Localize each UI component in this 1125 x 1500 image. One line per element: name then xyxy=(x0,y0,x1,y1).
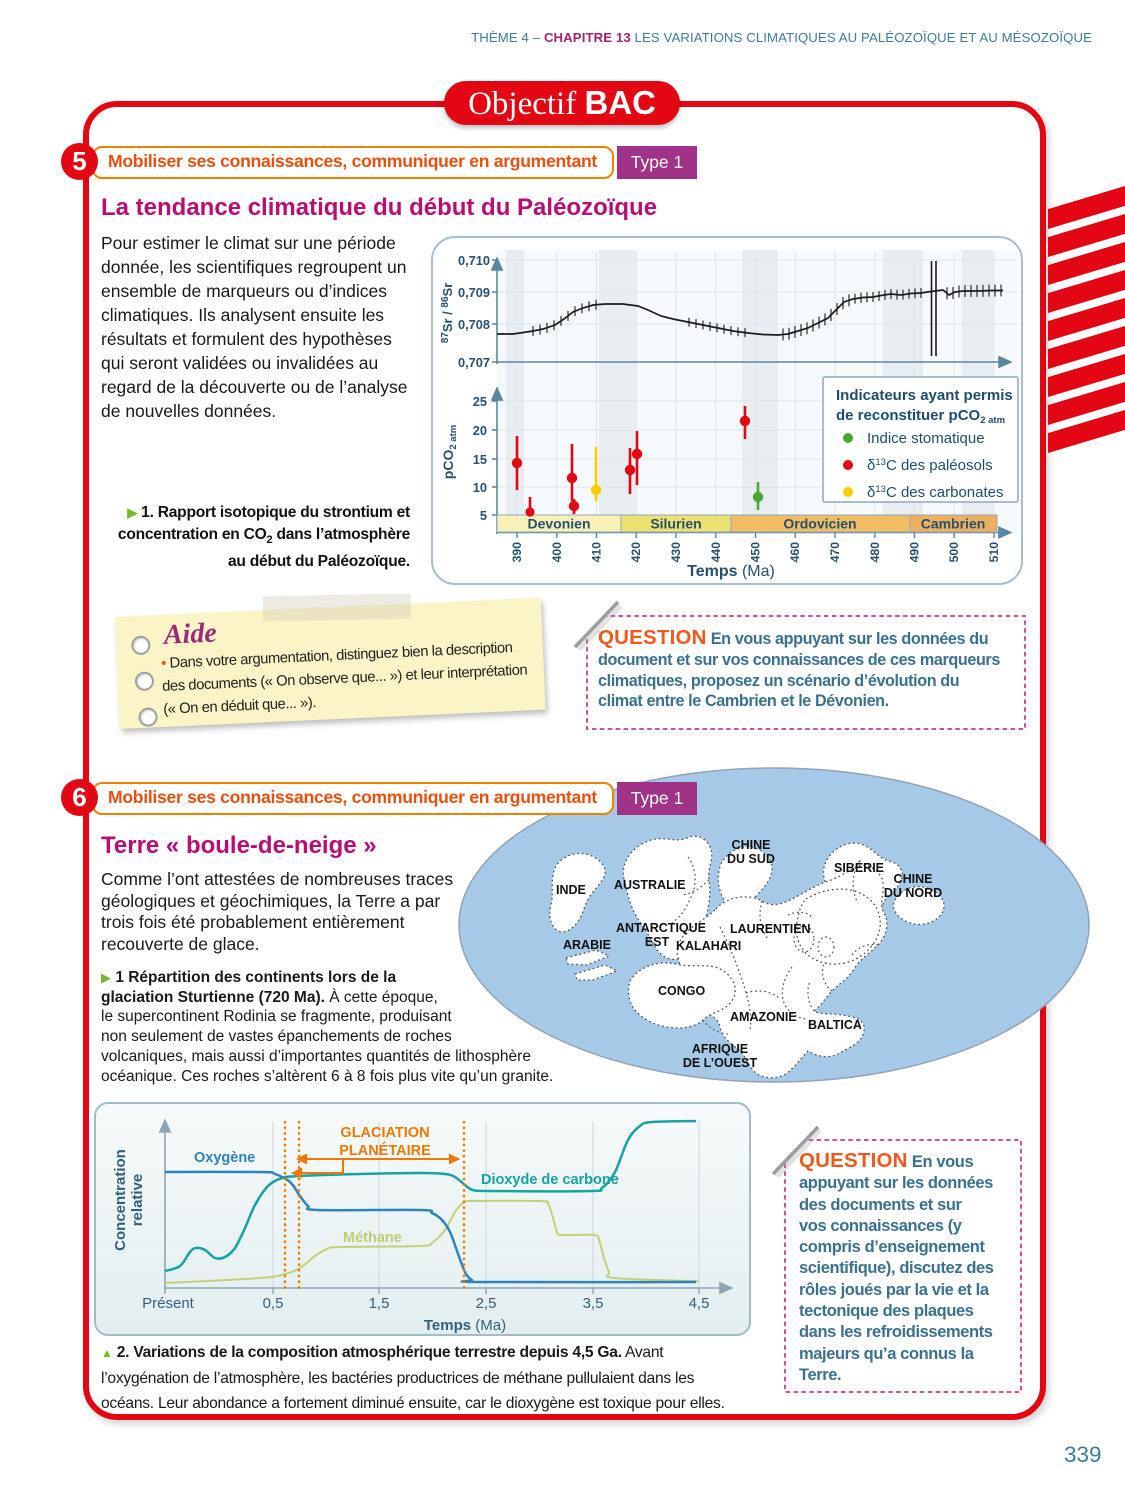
svg-text:3,5: 3,5 xyxy=(583,1295,604,1312)
svg-text:480: 480 xyxy=(868,542,882,563)
svg-text:410: 410 xyxy=(590,542,604,563)
svg-text:de reconstituer pCO2 atm: de reconstituer pCO2 atm xyxy=(836,407,1005,426)
svg-text:87Sr / 86Sr: 87Sr / 86Sr xyxy=(440,283,455,344)
svg-text:390: 390 xyxy=(510,542,524,563)
svg-text:ANTARCTIQUE: ANTARCTIQUE xyxy=(616,921,706,935)
svg-text:490: 490 xyxy=(908,542,922,563)
svg-text:0,710: 0,710 xyxy=(458,253,490,268)
svg-text:Présent: Présent xyxy=(142,1295,195,1312)
svg-text:LAURENTIEN: LAURENTIEN xyxy=(730,922,811,936)
svg-text:Temps (Ma): Temps (Ma) xyxy=(687,563,775,580)
svg-text:Devonien: Devonien xyxy=(527,516,590,532)
svg-text:CHINE: CHINE xyxy=(732,838,771,852)
svg-text:0,708: 0,708 xyxy=(458,317,490,332)
svg-text:Indice stomatique: Indice stomatique xyxy=(867,430,985,447)
svg-text:GLACIATION: GLACIATION xyxy=(340,1125,429,1141)
svg-text:15: 15 xyxy=(473,452,487,467)
svg-text:Indicateurs ayant permis: Indicateurs ayant permis xyxy=(836,387,1013,404)
svg-text:25: 25 xyxy=(473,394,487,409)
svg-text:460: 460 xyxy=(788,542,802,563)
svg-text:AUSTRALIE: AUSTRALIE xyxy=(614,878,686,892)
svg-text:CHINE: CHINE xyxy=(894,872,933,886)
svg-text:INDE: INDE xyxy=(556,883,586,897)
svg-text:Silurien: Silurien xyxy=(650,516,701,532)
svg-text:pCO2 atm: pCO2 atm xyxy=(440,425,459,479)
svg-text:5: 5 xyxy=(480,508,487,523)
svg-text:1,5: 1,5 xyxy=(369,1295,390,1312)
svg-text:500: 500 xyxy=(947,542,961,563)
svg-text:Concentration: Concentration xyxy=(112,1149,129,1251)
svg-text:DU NORD: DU NORD xyxy=(884,886,942,900)
svg-text:relative: relative xyxy=(129,1174,146,1227)
svg-text:Méthane: Méthane xyxy=(343,1230,402,1246)
svg-text:CONGO: CONGO xyxy=(658,984,706,998)
svg-text:DU SUD: DU SUD xyxy=(727,852,775,866)
svg-text:Cambrien: Cambrien xyxy=(921,516,986,532)
svg-text:510: 510 xyxy=(987,542,1001,563)
svg-text:400: 400 xyxy=(550,542,564,563)
svg-text:BALTICA: BALTICA xyxy=(808,1018,862,1032)
svg-text:420: 420 xyxy=(629,542,643,563)
svg-text:0,709: 0,709 xyxy=(458,285,490,300)
svg-text:SIBÉRIE: SIBÉRIE xyxy=(834,860,884,875)
svg-text:Ordovicien: Ordovicien xyxy=(783,516,856,532)
svg-text:470: 470 xyxy=(828,542,842,563)
svg-text:430: 430 xyxy=(669,542,683,563)
svg-text:Temps (Ma): Temps (Ma) xyxy=(424,1317,506,1334)
svg-text:10: 10 xyxy=(473,480,487,495)
svg-text:Oxygène: Oxygène xyxy=(194,1150,255,1166)
svg-text:PLANÉTAIRE: PLANÉTAIRE xyxy=(339,1142,431,1159)
svg-text:δ13C des carbonates: δ13C des carbonates xyxy=(867,484,1004,501)
svg-text:ARABIE: ARABIE xyxy=(563,938,611,952)
svg-text:450: 450 xyxy=(749,542,763,563)
svg-text:0,707: 0,707 xyxy=(458,355,490,370)
svg-text:KALAHARI: KALAHARI xyxy=(676,939,741,953)
svg-text:AFRIQUE: AFRIQUE xyxy=(692,1042,748,1056)
svg-text:4,5: 4,5 xyxy=(689,1295,710,1312)
svg-text:DE L’OUEST: DE L’OUEST xyxy=(683,1056,758,1070)
svg-text:440: 440 xyxy=(709,542,723,563)
svg-text:AMAZONIE: AMAZONIE xyxy=(730,1010,797,1024)
svg-text:2,5: 2,5 xyxy=(476,1295,497,1312)
svg-text:20: 20 xyxy=(473,423,487,438)
svg-text:δ13C des paléosols: δ13C des paléosols xyxy=(867,457,993,474)
svg-text:EST: EST xyxy=(645,935,670,949)
svg-text:0,5: 0,5 xyxy=(263,1295,284,1312)
svg-text:Dioxyde de carbone: Dioxyde de carbone xyxy=(481,1172,619,1188)
